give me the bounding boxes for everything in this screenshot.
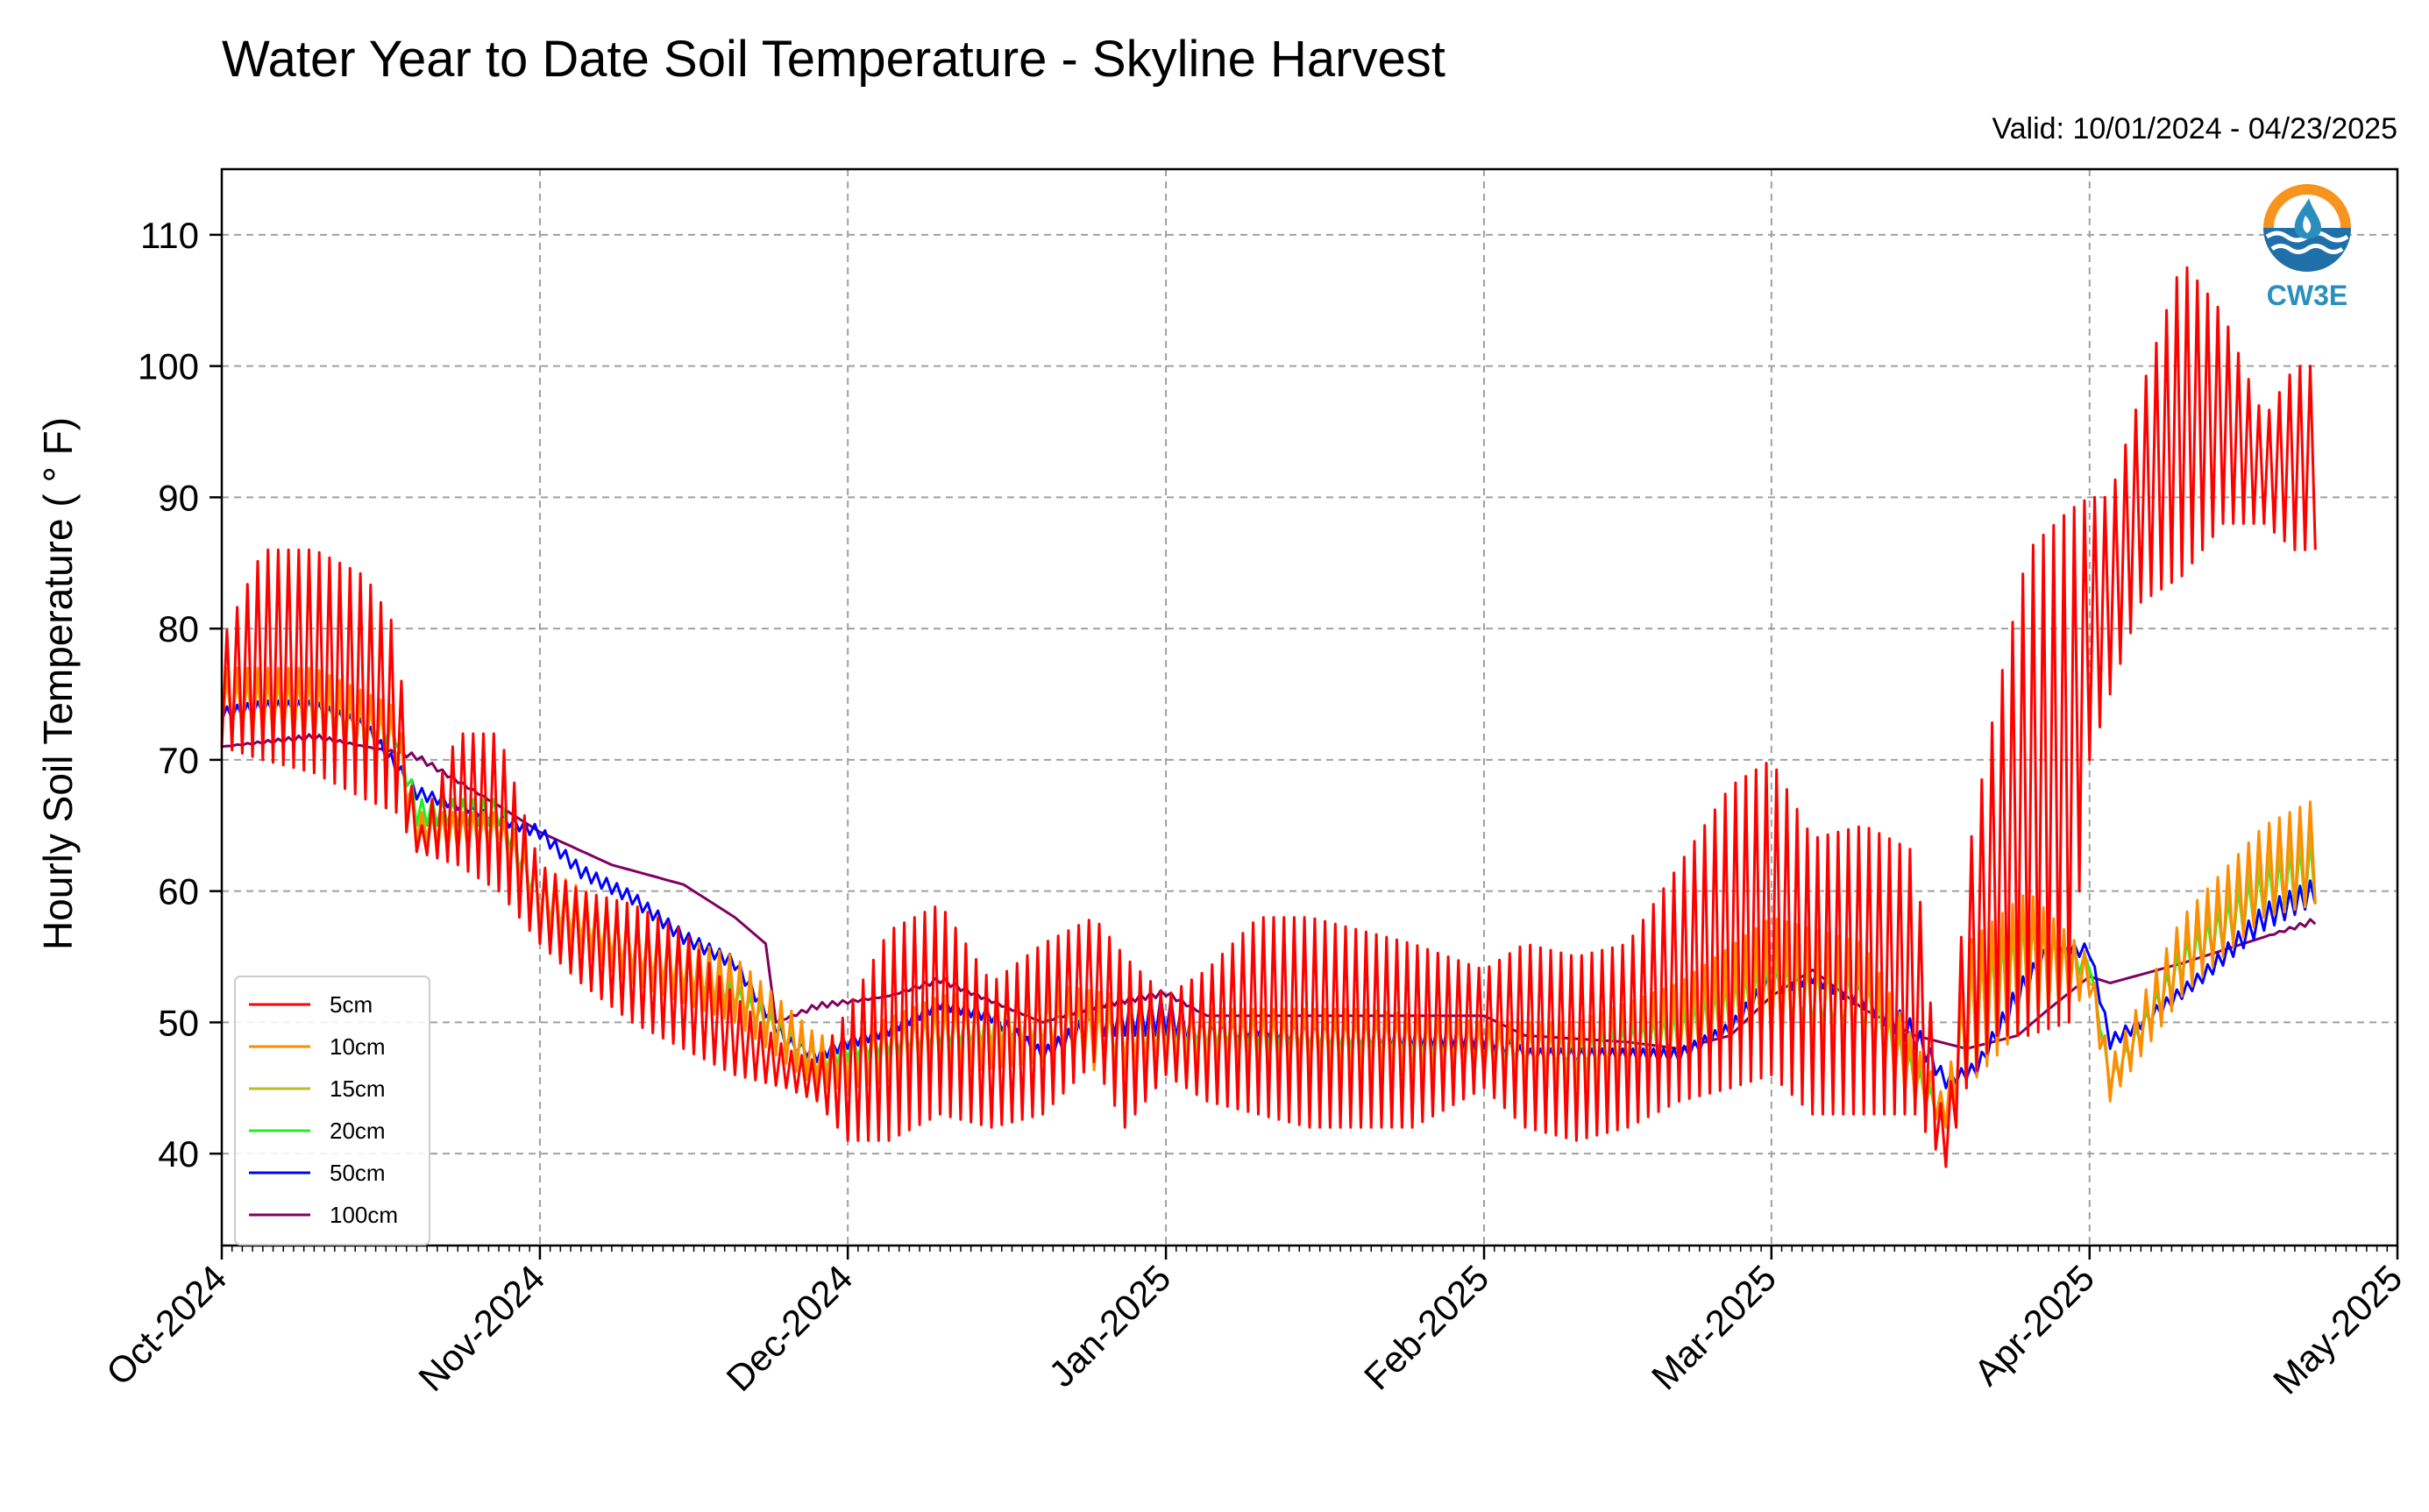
- series-line-5cm: [220, 266, 2317, 1168]
- y-axis-label: Hourly Soil Temperature ( ° F): [35, 417, 81, 950]
- x-tick-label: Jan-2025: [1040, 1257, 1178, 1395]
- legend-label-100cm: 100cm: [330, 1202, 398, 1228]
- y-tick-label: 70: [158, 740, 199, 781]
- legend-label-15cm: 15cm: [330, 1075, 386, 1102]
- legend-label-20cm: 20cm: [330, 1118, 386, 1144]
- y-tick-label: 110: [140, 215, 199, 256]
- legend: 5cm 10cm 15cm 20cm 50cm 100cm: [234, 976, 430, 1246]
- y-tick-label: 40: [158, 1133, 199, 1175]
- plot-area: [220, 266, 2317, 1168]
- chart-title: Water Year to Date Soil Temperature - Sk…: [222, 31, 1445, 88]
- x-tick-label: Apr-2025: [1966, 1257, 2102, 1393]
- logo-text: CW3E: [2267, 280, 2347, 311]
- x-tick-label: Mar-2025: [1644, 1257, 1784, 1397]
- legend-label-10cm: 10cm: [330, 1033, 386, 1060]
- y-tick-label: 80: [158, 608, 199, 650]
- x-tick-label: Nov-2024: [410, 1257, 552, 1399]
- x-tick-label: Feb-2025: [1356, 1257, 1496, 1397]
- chart-subtitle: Valid: 10/01/2024 - 04/23/2025: [1992, 112, 2397, 146]
- legend-label-5cm: 5cm: [330, 991, 373, 1018]
- x-axis: Oct-2024 Nov-2024 Dec-2024 Jan-2025 Feb-2025…: [98, 1246, 2410, 1402]
- y-tick-label: 90: [158, 477, 199, 518]
- x-tick-label: May-2025: [2265, 1257, 2410, 1402]
- x-tick-label: Dec-2024: [719, 1257, 861, 1399]
- logo-drop-icon: [2294, 198, 2322, 239]
- legend-box: [234, 976, 430, 1246]
- y-axis: 40 50 60 70 80 90 100 110: [138, 215, 222, 1175]
- x-tick-label: Oct-2024: [98, 1257, 234, 1393]
- y-tick-label: 100: [138, 346, 199, 387]
- legend-label-50cm: 50cm: [330, 1160, 386, 1186]
- y-tick-label: 60: [158, 871, 199, 912]
- y-tick-label: 50: [158, 1002, 199, 1043]
- cw3e-logo: CW3E: [2263, 184, 2351, 311]
